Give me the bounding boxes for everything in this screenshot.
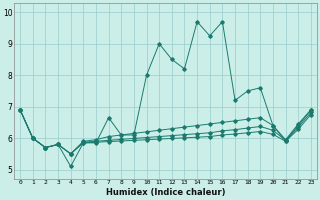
X-axis label: Humidex (Indice chaleur): Humidex (Indice chaleur) bbox=[106, 188, 225, 197]
